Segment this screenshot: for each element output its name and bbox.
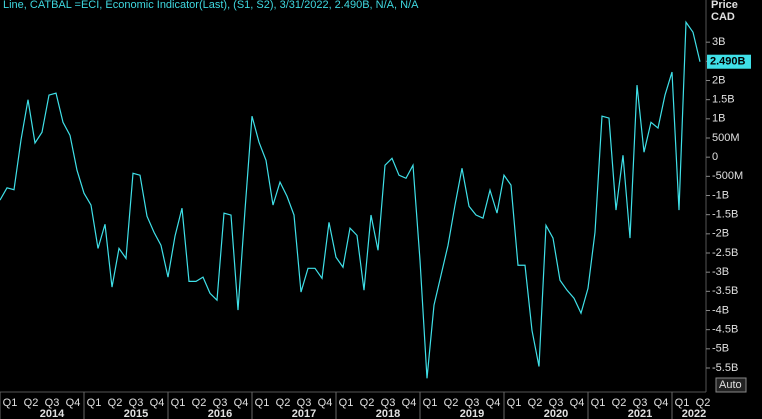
x-tick-label: Q3 [381, 397, 396, 409]
x-tick-label: Q2 [108, 397, 123, 409]
y-tick-label: -5B [712, 343, 729, 355]
y-tick-label: -3.5B [712, 285, 738, 297]
y-tick-label: 1.5B [712, 94, 735, 106]
y-tick-label: -2B [712, 228, 729, 240]
y-tick-label: 3B [712, 36, 725, 48]
chart-title: Line, CATBAL =ECI, Economic Indicator(La… [3, 0, 419, 11]
x-tick-label: Q1 [339, 397, 354, 409]
x-tick-label: Q2 [360, 397, 375, 409]
x-tick-label: Q2 [24, 397, 39, 409]
x-tick-label: Q1 [507, 397, 522, 409]
year-label: 2021 [628, 408, 652, 419]
x-tick-label: Q4 [570, 397, 585, 409]
y-tick-label: -2.5B [712, 247, 738, 259]
x-tick-label: Q3 [129, 397, 144, 409]
x-tick-label: Q1 [87, 397, 102, 409]
x-tick-label: Q4 [234, 397, 249, 409]
year-label: 2016 [208, 408, 232, 419]
year-label: 2015 [124, 408, 148, 419]
x-tick-label: Q4 [318, 397, 333, 409]
y-tick-label: -1B [712, 189, 729, 201]
auto-label[interactable]: Auto [719, 379, 742, 391]
year-label: 2018 [376, 408, 400, 419]
year-label: 2020 [544, 408, 568, 419]
x-tick-label: Q3 [45, 397, 60, 409]
currency: CAD [711, 11, 735, 23]
x-tick-label: Q3 [549, 397, 564, 409]
y-tick-label: 0 [712, 151, 718, 163]
x-tick-label: Q3 [633, 397, 648, 409]
year-label: 2014 [40, 408, 65, 419]
x-tick-label: Q1 [675, 397, 690, 409]
x-tick-label: Q3 [297, 397, 312, 409]
x-tick-label: Q2 [696, 397, 711, 409]
x-tick-label: Q4 [486, 397, 501, 409]
x-tick-label: Q2 [276, 397, 291, 409]
y-tick-label: -500M [712, 170, 743, 182]
x-tick-label: Q1 [3, 397, 18, 409]
year-label: 2017 [292, 408, 316, 419]
y-tick-label: -1.5B [712, 209, 738, 221]
auto-button[interactable] [715, 377, 747, 393]
y-tick-label: -3B [712, 266, 729, 278]
x-tick-label: Q1 [591, 397, 606, 409]
last-value-box [707, 54, 751, 69]
y-tick-label: 2B [712, 74, 725, 86]
y-tick-label: 500M [712, 132, 740, 144]
x-tick-label: Q4 [66, 397, 81, 409]
x-tick-label: Q2 [612, 397, 627, 409]
y-tick-label: -5.5B [712, 362, 738, 374]
x-tick-label: Q4 [150, 397, 165, 409]
x-tick-label: Q2 [192, 397, 207, 409]
x-tick-label: Q4 [654, 397, 669, 409]
y-tick-label: -4.5B [712, 324, 738, 336]
series-line [0, 20, 701, 379]
y-tick-label: 1B [712, 113, 725, 125]
x-tick-label: Q1 [171, 397, 186, 409]
x-tick-label: Q2 [444, 397, 459, 409]
x-tick-label: Q4 [402, 397, 417, 409]
x-tick-label: Q3 [465, 397, 480, 409]
axis-title: Price [711, 0, 738, 11]
x-tick-label: Q3 [213, 397, 228, 409]
y-tick-label: -4B [712, 304, 729, 316]
x-tick-label: Q2 [528, 397, 543, 409]
last-value-label: 2.490B [710, 56, 746, 68]
x-tick-label: Q1 [423, 397, 438, 409]
x-tick-label: Q1 [255, 397, 270, 409]
year-label: 2022 [682, 408, 706, 419]
year-label: 2019 [460, 408, 484, 419]
